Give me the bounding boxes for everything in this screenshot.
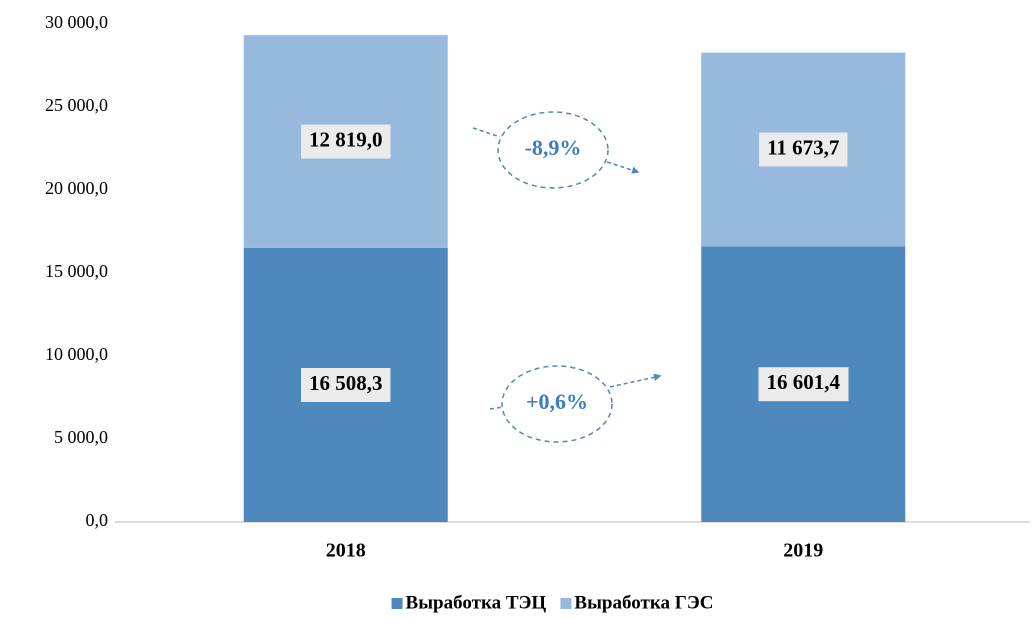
y-tick-label: 20 000,0 xyxy=(45,178,108,198)
data-label: 11 673,7 xyxy=(767,135,839,159)
y-tick-label: 25 000,0 xyxy=(45,95,108,115)
arrow xyxy=(609,373,662,388)
annotation-ellipse xyxy=(501,365,613,443)
legend-swatch xyxy=(560,598,572,609)
annotation-ellipse xyxy=(497,111,609,189)
data-label: 16 601,4 xyxy=(767,370,841,394)
legend-label: Выработка ТЭЦ xyxy=(406,592,547,613)
data-label-box xyxy=(758,367,849,402)
arrow xyxy=(472,127,501,138)
data-label-box xyxy=(301,367,391,402)
x-tick-label: 2018 xyxy=(326,540,366,562)
annotation: -8,9% xyxy=(525,135,582,160)
legend-label: Выработка ГЭС xyxy=(574,592,713,613)
annotations: -8,9% +0,6% xyxy=(472,111,662,443)
annotation: +0,6% xyxy=(526,389,588,414)
arrow xyxy=(606,161,640,174)
y-tick-label: 10 000,0 xyxy=(45,344,108,364)
x-tick-label: 2019 xyxy=(783,540,823,562)
arrow xyxy=(489,406,504,410)
data-label: 12 819,0 xyxy=(309,127,383,151)
data-label: 16 508,3 xyxy=(309,371,383,395)
data-label-box xyxy=(301,124,391,159)
y-tick-label: 0,0 xyxy=(86,510,109,530)
data-label-box xyxy=(759,132,848,167)
y-tick-label: 15 000,0 xyxy=(45,261,108,281)
legend-swatch xyxy=(391,598,403,609)
y-tick-label: 5 000,0 xyxy=(54,427,108,447)
y-tick-label: 30 000,0 xyxy=(45,12,108,32)
